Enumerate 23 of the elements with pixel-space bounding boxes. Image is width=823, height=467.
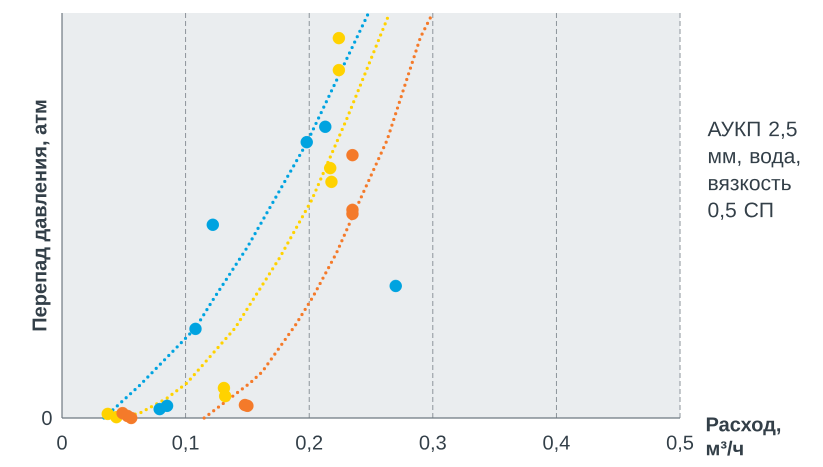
x-tick-label: 0,2	[296, 436, 322, 452]
text: АУКП 2,5 мм, вода, вязкость 0,5 СП	[708, 122, 800, 220]
x-axis-title: Расход, м³/ч	[706, 418, 780, 456]
point	[332, 32, 346, 44]
point	[324, 162, 336, 174]
text: 0	[42, 410, 52, 426]
point	[206, 218, 219, 231]
point	[319, 120, 332, 133]
point	[390, 280, 402, 292]
point	[160, 400, 174, 412]
point	[125, 412, 138, 424]
point	[346, 148, 359, 162]
x-tick-label: 0,1	[172, 436, 199, 452]
y-axis-title: Перепад давления, атм	[32, 100, 50, 330]
point	[218, 390, 232, 402]
x-tick-label: 0	[57, 436, 67, 450]
x-tick-label: 0,3	[420, 436, 446, 452]
point	[325, 176, 338, 188]
point	[189, 322, 202, 336]
x-tick-label: 0,5	[666, 436, 694, 452]
x-tick-label: 0,4	[543, 436, 570, 452]
point	[300, 136, 313, 148]
point	[332, 64, 346, 76]
